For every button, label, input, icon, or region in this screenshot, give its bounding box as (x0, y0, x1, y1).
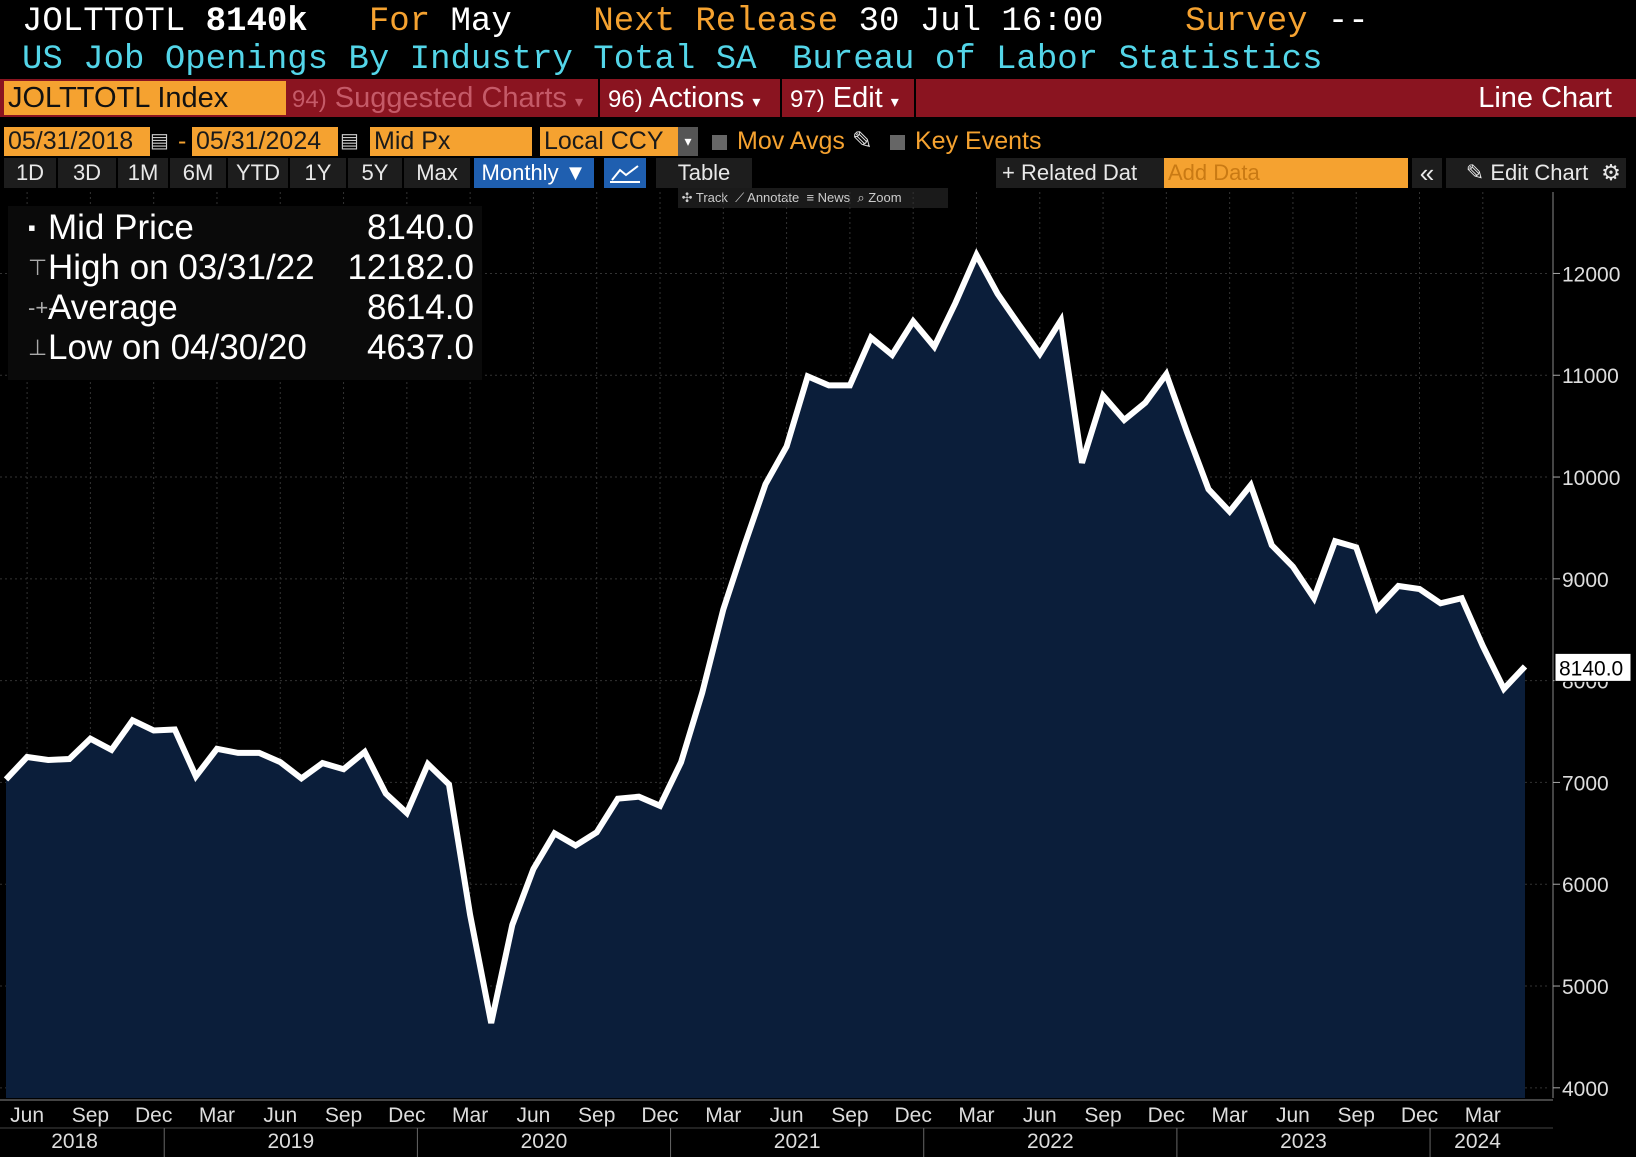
period-button-max[interactable]: Max (404, 158, 470, 188)
currency-select[interactable]: Local CCY (540, 127, 680, 156)
x-month-label: Sep (1338, 1104, 1375, 1127)
start-date-input[interactable]: 05/31/2018 (4, 127, 150, 156)
x-month-label: Mar (199, 1104, 235, 1127)
x-month-label: Jun (10, 1104, 44, 1127)
period-button-1m[interactable]: 1M (118, 158, 168, 188)
x-month-label: Dec (895, 1104, 932, 1127)
last-value: 8140k (205, 3, 308, 41)
actions-menu[interactable]: 96) Actions ▾ (598, 79, 784, 117)
x-month-label: Mar (452, 1104, 488, 1127)
x-month-label: Sep (578, 1104, 615, 1127)
x-year-label: 2024 (1454, 1130, 1501, 1153)
y-tick-label: 9000 (1562, 569, 1609, 592)
news-tool[interactable]: ≡ News (806, 190, 851, 205)
period-button-1d[interactable]: 1D (4, 158, 56, 188)
y-tick-label: 7000 (1562, 772, 1609, 795)
x-month-label: Jun (770, 1104, 804, 1127)
table-button[interactable]: Table (656, 158, 752, 188)
x-month-label: Mar (958, 1104, 994, 1127)
legend-high: ⊤ High on 03/31/22 12182.0 (28, 248, 474, 287)
last-value-label: 8140.0 (1559, 657, 1623, 680)
line-chart-icon[interactable] (604, 158, 646, 188)
x-year-label: 2022 (1027, 1130, 1074, 1153)
legend-average: -+- Average 8614.0 (28, 288, 474, 327)
x-month-label: Sep (72, 1104, 109, 1127)
pencil-icon: ✎ (1465, 160, 1485, 185)
x-month-label: Mar (1212, 1104, 1248, 1127)
x-month-label: Sep (831, 1104, 868, 1127)
collapse-icon[interactable]: « (1412, 158, 1442, 188)
x-month-label: Dec (1401, 1104, 1438, 1127)
calendar-icon[interactable]: ▤ (340, 130, 359, 152)
x-month-label: Jun (1023, 1104, 1057, 1127)
x-month-label: Jun (263, 1104, 297, 1127)
track-tool[interactable]: ✣ Track (678, 190, 728, 205)
area-fill (6, 254, 1525, 1098)
period-button-ytd[interactable]: YTD (228, 158, 288, 188)
edit-chart-button[interactable]: ✎ Edit Chart (1446, 158, 1608, 188)
x-month-label: Sep (325, 1104, 362, 1127)
x-month-label: Dec (135, 1104, 172, 1127)
end-date-input[interactable]: 05/31/2024 (192, 127, 338, 156)
header-line-2: US Job Openings By Industry Total SA Bur… (22, 40, 1323, 80)
suggested-charts-button[interactable]: 94) Suggested Charts ▾ (292, 82, 583, 114)
x-month-label: Jun (1276, 1104, 1310, 1127)
x-year-label: 2021 (774, 1130, 821, 1153)
y-tick-label: 5000 (1562, 976, 1609, 999)
period-button-3d[interactable]: 3D (58, 158, 116, 188)
mov-avgs-toggle[interactable]: Mov Avgs ✎ (712, 127, 873, 156)
x-month-label: Sep (1084, 1104, 1121, 1127)
x-month-label: Dec (641, 1104, 678, 1127)
key-events-toggle[interactable]: Key Events (890, 127, 1041, 156)
x-year-label: 2019 (267, 1130, 314, 1153)
related-data-button[interactable]: + Related Dat (996, 158, 1170, 188)
chart-type-label: Line Chart (1478, 82, 1612, 114)
add-data-input[interactable]: Add Data (1164, 158, 1408, 188)
field-select[interactable]: Mid Px (370, 127, 532, 156)
release-value: 30 Jul 16:00 (858, 3, 1104, 41)
for-label: For (368, 3, 431, 41)
data-source: Bureau of Labor Statistics (792, 41, 1323, 79)
date-dash: - (178, 127, 187, 155)
chevron-down-icon[interactable]: ▾ (678, 127, 698, 156)
series-line (3, 248, 1528, 1024)
zoom-tool[interactable]: ⌕ Zoom (857, 190, 902, 205)
header-line-1: JOLTTOTL 8140k For May Next Release 30 J… (22, 2, 1369, 42)
period-button-6m[interactable]: 6M (170, 158, 226, 188)
pencil-icon: ✎ (851, 127, 873, 155)
x-year-label: 2020 (521, 1130, 568, 1153)
chart-tools: ✣ Track ⟋ Annotate ≡ News ⌕ Zoom (678, 188, 948, 208)
legend-low: ⊥ Low on 04/30/20 4637.0 (28, 328, 474, 367)
gear-icon[interactable]: ⚙ (1596, 158, 1626, 188)
y-tick-label: 4000 (1562, 1078, 1609, 1101)
x-month-label: Mar (1465, 1104, 1501, 1127)
for-value: May (450, 3, 512, 41)
security-field[interactable]: JOLTTOTL Index (4, 81, 286, 115)
period-button-1y[interactable]: 1Y (290, 158, 346, 188)
x-year-label: 2018 (51, 1130, 98, 1153)
legend-mid: ▪ Mid Price 8140.0 (28, 208, 474, 247)
last-value-box (1554, 652, 1632, 682)
x-month-label: Jun (517, 1104, 551, 1127)
x-month-label: Dec (1148, 1104, 1185, 1127)
x-year-label: 2023 (1280, 1130, 1327, 1153)
edit-menu[interactable]: 97) Edit ▾ (780, 79, 916, 117)
main-toolbar: JOLTTOTL Index 94) Suggested Charts ▾ 96… (0, 79, 1636, 117)
release-label: Next Release (593, 3, 839, 41)
x-month-label: Mar (705, 1104, 741, 1127)
y-tick-label: 12000 (1562, 263, 1620, 286)
y-tick-label: 6000 (1562, 874, 1609, 897)
y-tick-label: 11000 (1562, 365, 1619, 388)
period-button-5y[interactable]: 5Y (348, 158, 402, 188)
chart-legend: ▪ Mid Price 8140.0 ⊤ High on 03/31/22 12182.… (8, 206, 482, 380)
x-month-label: Dec (388, 1104, 425, 1127)
y-tick-label: 10000 (1562, 467, 1620, 490)
survey-value: -- (1327, 3, 1369, 41)
description: US Job Openings By Industry Total SA (22, 41, 757, 79)
frequency-select[interactable]: Monthly ▼ (474, 158, 594, 188)
ticker: JOLTTOTL (22, 3, 186, 41)
calendar-icon[interactable]: ▤ (150, 130, 169, 152)
survey-label: Survey (1185, 3, 1308, 41)
